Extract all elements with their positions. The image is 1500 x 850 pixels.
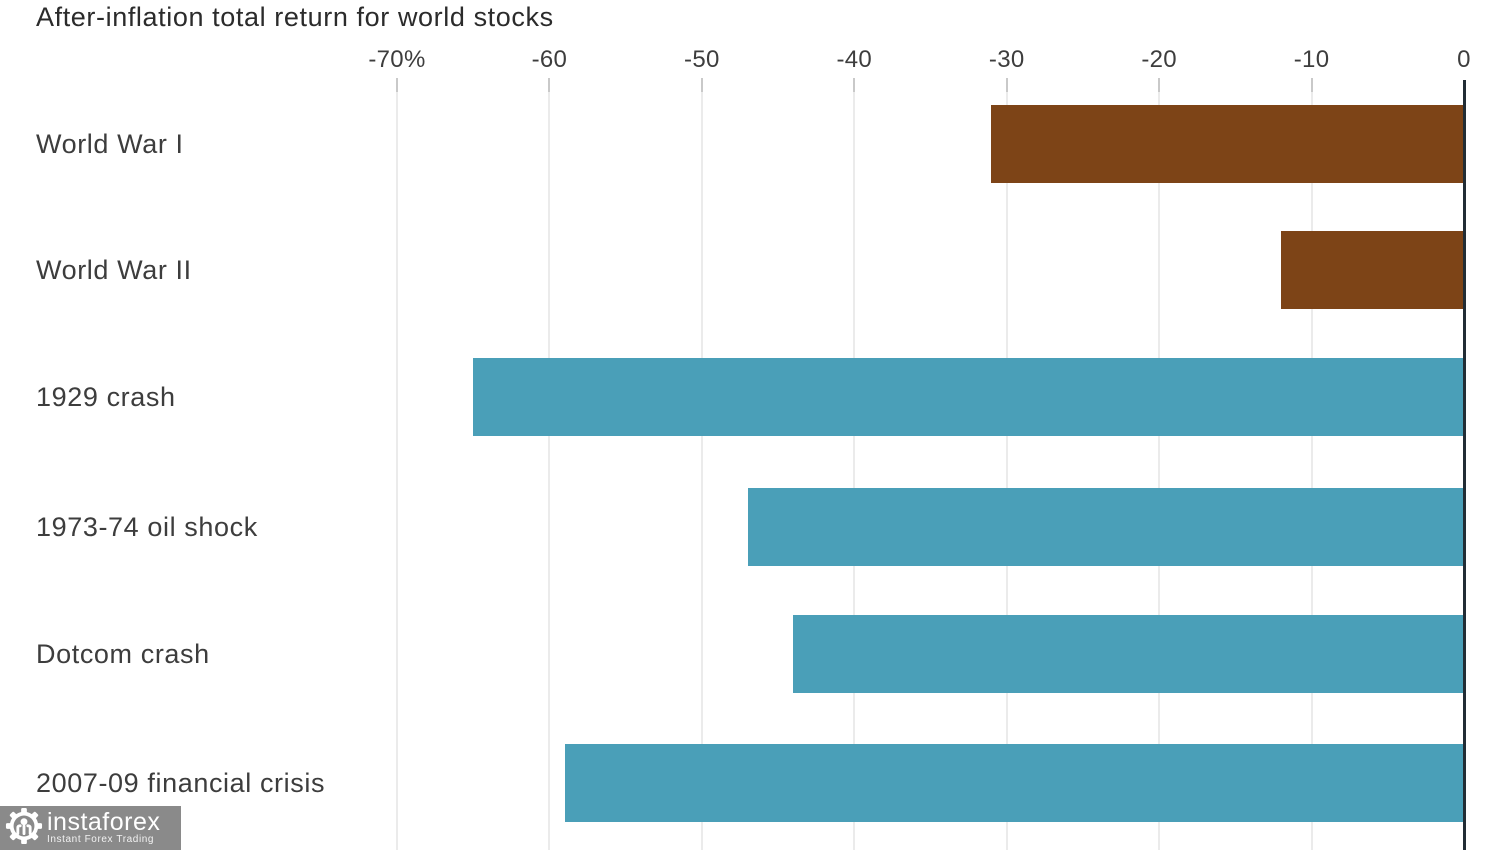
tick-mark (700, 78, 703, 92)
category-label: World War II (36, 254, 192, 285)
tick-mark (548, 78, 551, 92)
gridline (1158, 80, 1161, 850)
gridline (853, 80, 856, 850)
gridline (548, 80, 551, 850)
gridline (1310, 80, 1313, 850)
tick-mark (395, 78, 398, 92)
tick-mark (853, 78, 856, 92)
x-axis-tick-label: -10 (1293, 46, 1330, 73)
watermark-brand: instaforex (47, 808, 161, 836)
gridline (1005, 80, 1008, 850)
category-label: 1929 crash (36, 381, 176, 412)
gridline (700, 80, 703, 850)
bar-world-war-ii (1281, 231, 1464, 309)
zero-axis-line (1463, 80, 1466, 850)
x-axis-tick-label: -20 (1141, 46, 1177, 73)
x-axis-tick-label: -40 (836, 46, 873, 73)
chart-title: After-inflation total return for world s… (36, 2, 554, 32)
x-axis-tick-label: 0 (1457, 46, 1471, 73)
category-label: 1973-74 oil shock (36, 511, 258, 542)
x-axis-tick-label: -50 (684, 46, 720, 73)
tick-mark (1158, 78, 1161, 92)
instaforex-gear-icon (5, 806, 43, 850)
bar-1929-crash (473, 358, 1464, 436)
watermark-tagline: Instant Forex Trading (47, 834, 155, 845)
x-axis-tick-label: -70% (368, 46, 426, 73)
watermark-text: instaforex Instant Forex Trading (47, 808, 161, 846)
bar-dotcom-crash (793, 615, 1464, 693)
watermark-badge: instaforex Instant Forex Trading (0, 806, 181, 850)
tick-mark (1310, 78, 1313, 92)
category-label: Dotcom crash (36, 638, 210, 669)
category-label: 2007-09 financial crisis (36, 767, 326, 798)
bar-world-war-i (991, 105, 1464, 183)
gridline (395, 80, 398, 850)
bar-2007-09-financial-crisis (564, 744, 1464, 822)
x-axis-tick-label: -60 (531, 46, 568, 73)
category-label: World War I (36, 128, 184, 159)
tick-mark (1005, 78, 1008, 92)
x-axis-tick-label: -30 (988, 46, 1025, 73)
bar-1973-74-oil-shock (747, 488, 1464, 566)
